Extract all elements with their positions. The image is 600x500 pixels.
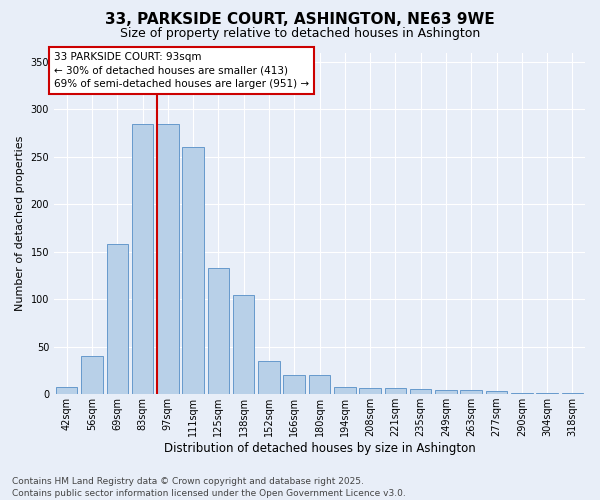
Bar	[208, 268, 229, 394]
Y-axis label: Number of detached properties: Number of detached properties	[15, 136, 25, 311]
Bar	[182, 148, 204, 394]
Bar	[334, 386, 356, 394]
Bar	[359, 388, 381, 394]
Bar	[233, 296, 254, 394]
Bar	[410, 390, 431, 394]
Bar	[486, 392, 507, 394]
Bar	[81, 356, 103, 394]
X-axis label: Distribution of detached houses by size in Ashington: Distribution of detached houses by size …	[164, 442, 475, 455]
Bar	[562, 393, 583, 394]
Bar	[56, 386, 77, 394]
Bar	[511, 393, 533, 394]
Bar	[283, 375, 305, 394]
Bar	[107, 244, 128, 394]
Bar	[435, 390, 457, 394]
Bar	[385, 388, 406, 394]
Bar	[309, 375, 330, 394]
Bar	[258, 361, 280, 394]
Text: Size of property relative to detached houses in Ashington: Size of property relative to detached ho…	[120, 28, 480, 40]
Bar	[157, 124, 179, 394]
Text: 33, PARKSIDE COURT, ASHINGTON, NE63 9WE: 33, PARKSIDE COURT, ASHINGTON, NE63 9WE	[105, 12, 495, 28]
Bar	[536, 393, 558, 394]
Bar	[460, 390, 482, 394]
Text: Contains HM Land Registry data © Crown copyright and database right 2025.
Contai: Contains HM Land Registry data © Crown c…	[12, 476, 406, 498]
Text: 33 PARKSIDE COURT: 93sqm
← 30% of detached houses are smaller (413)
69% of semi-: 33 PARKSIDE COURT: 93sqm ← 30% of detach…	[54, 52, 309, 89]
Bar	[132, 124, 153, 394]
